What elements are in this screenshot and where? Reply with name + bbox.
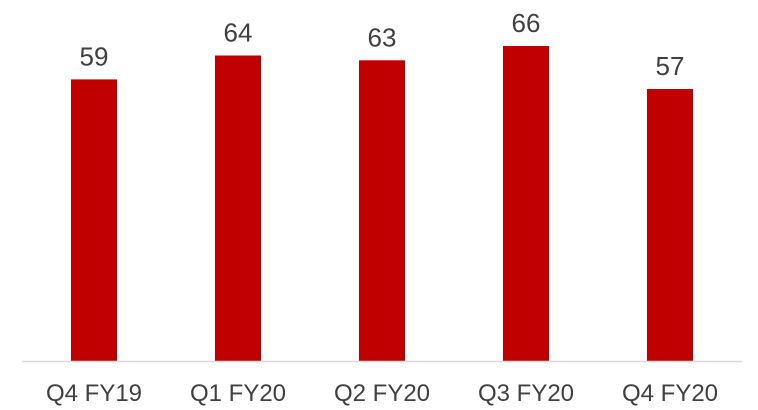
category-label-2: Q2 FY20: [334, 380, 430, 407]
category-label-4: Q4 FY20: [622, 380, 718, 407]
bar-3: [503, 46, 549, 361]
bar-1: [215, 55, 261, 361]
bars-group: [71, 46, 693, 362]
category-label-1: Q1 FY20: [190, 380, 286, 407]
value-label-0: 59: [80, 41, 109, 71]
bar-0: [71, 79, 117, 362]
category-labels-group: Q4 FY19 Q1 FY20 Q2 FY20 Q3 FY20 Q4 FY20: [46, 380, 718, 407]
bar-4: [647, 89, 693, 361]
category-label-3: Q3 FY20: [478, 380, 574, 407]
value-label-3: 66: [512, 8, 541, 38]
category-label-0: Q4 FY19: [46, 380, 142, 407]
value-label-1: 64: [224, 18, 253, 48]
bar-2: [359, 60, 405, 362]
value-labels-group: 59 64 63 66 57: [80, 8, 685, 81]
value-label-2: 63: [368, 22, 397, 52]
value-label-4: 57: [656, 51, 685, 81]
